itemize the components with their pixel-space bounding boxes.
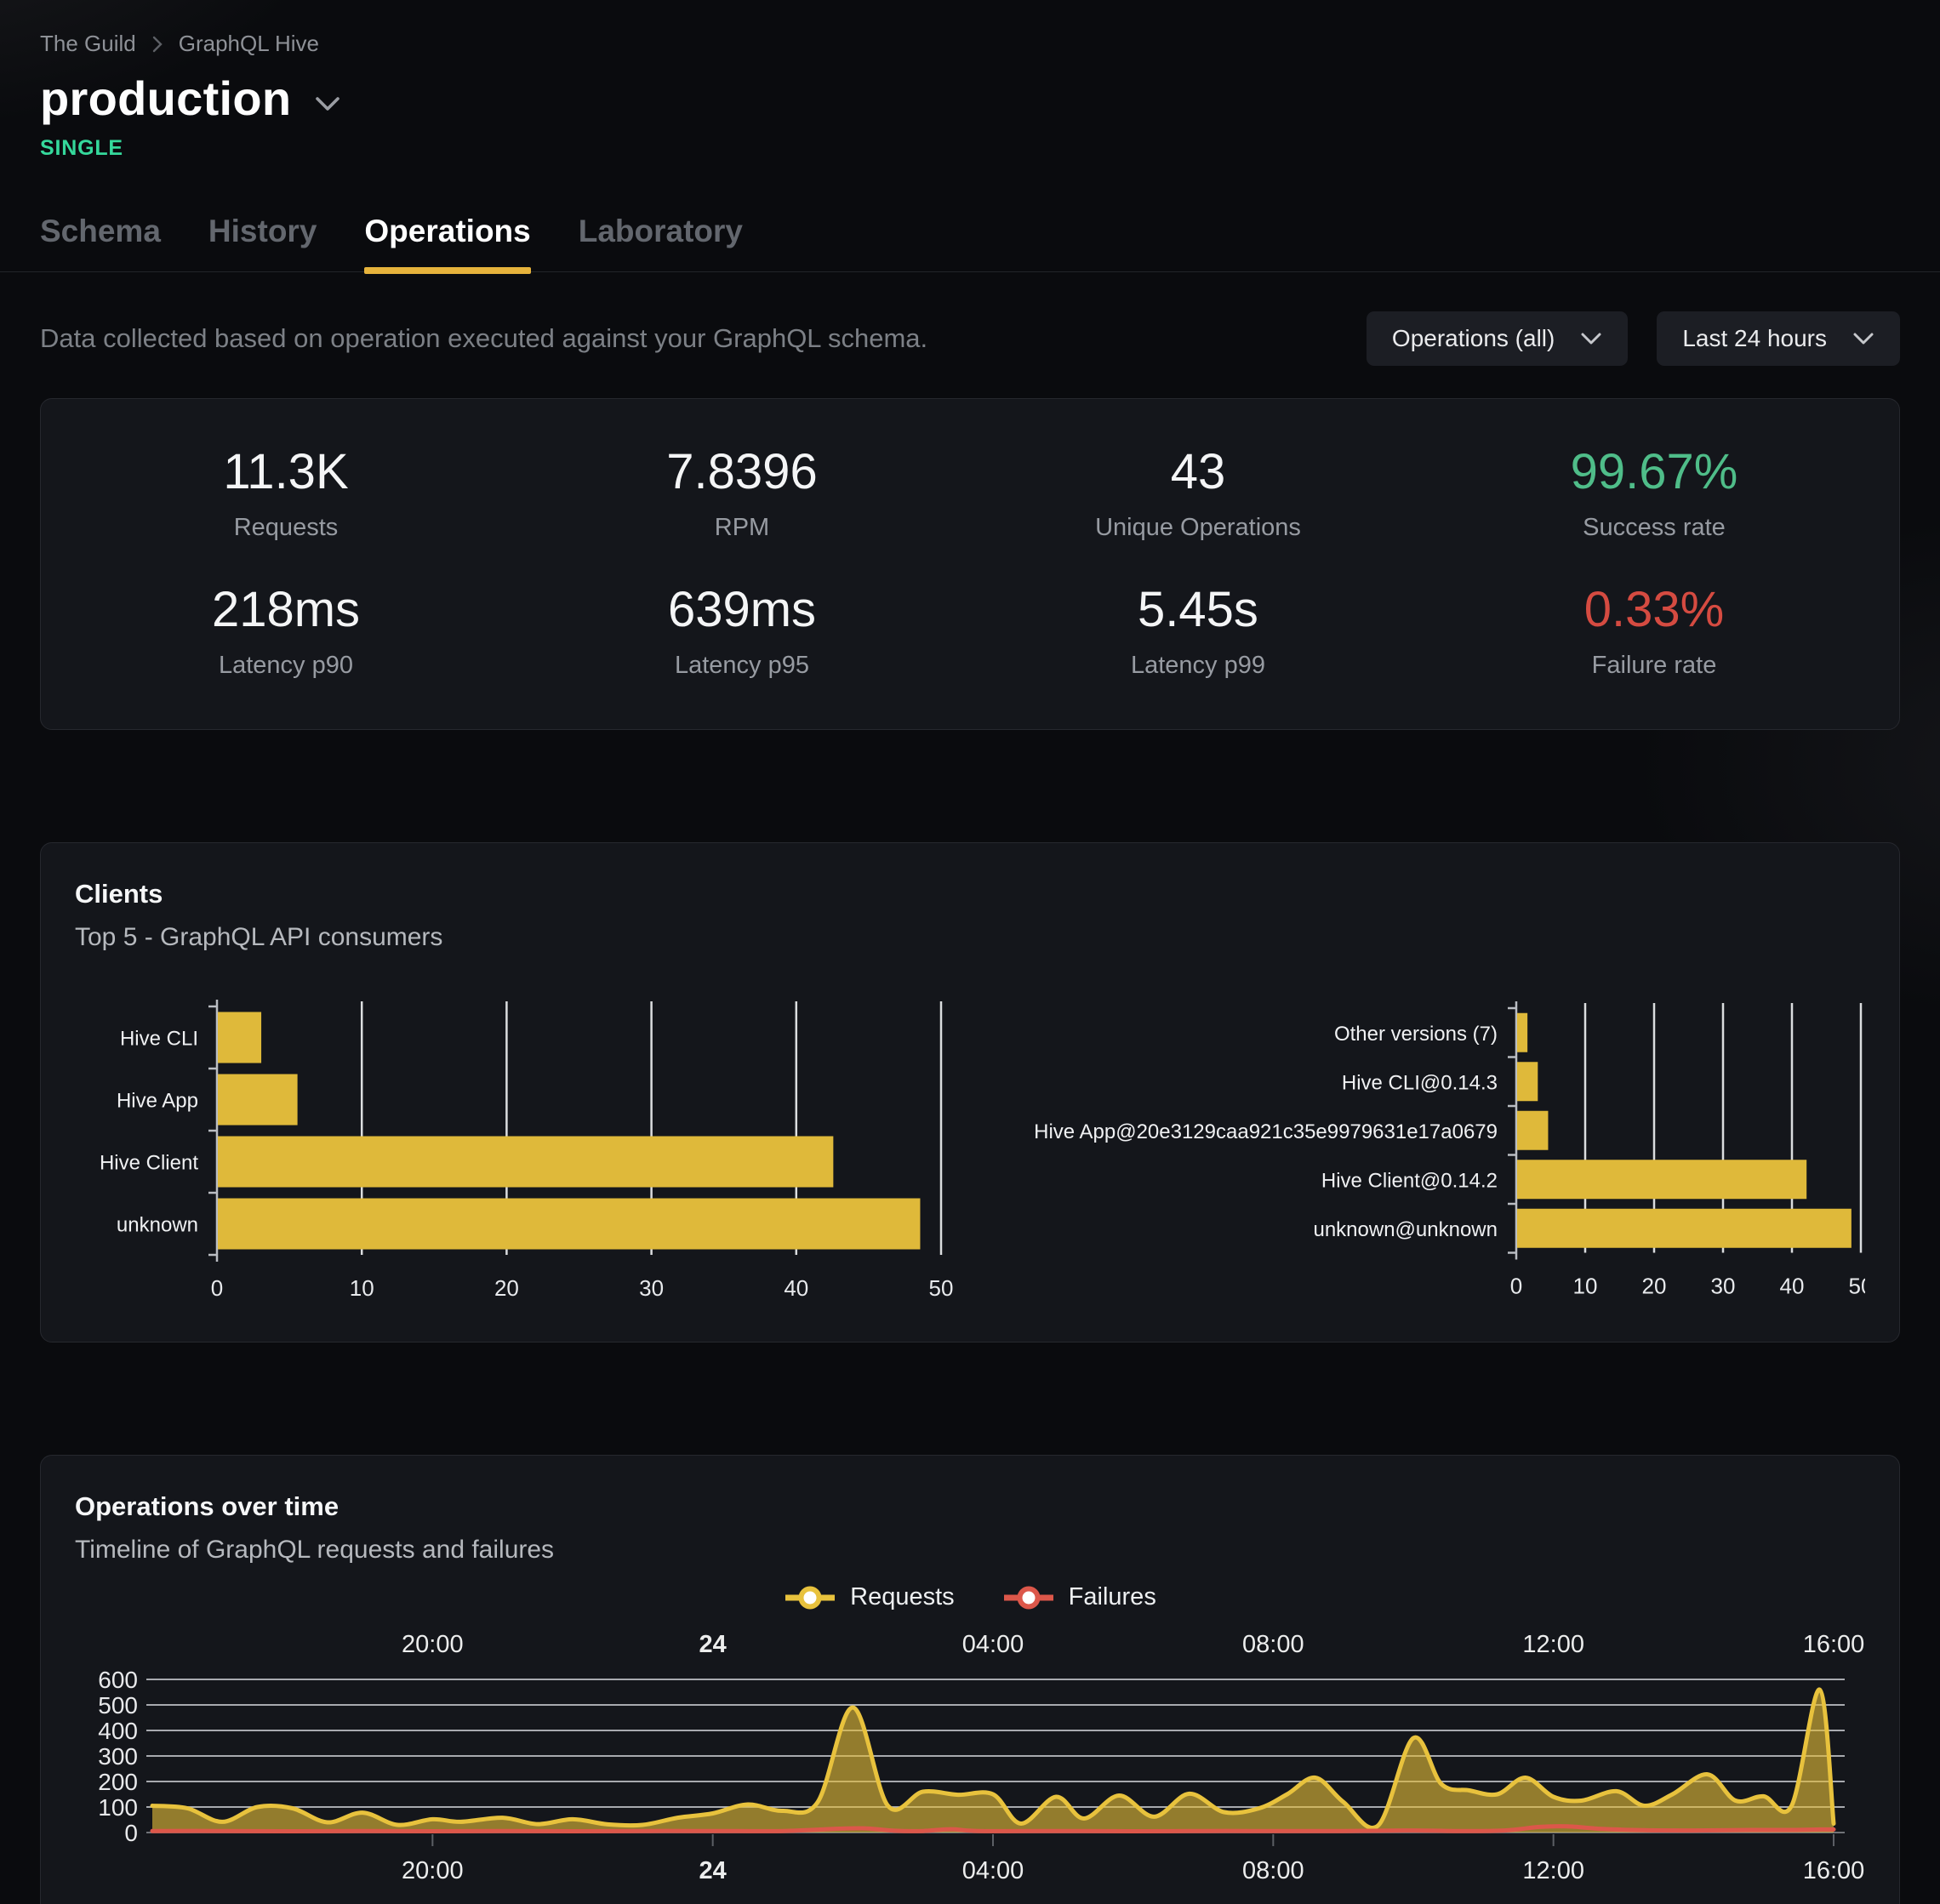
operations-timeline-chart: 0 100 200 300 400 500 600 20:00 20:00 24 24 04:00 04… [65,1627,1875,1901]
stats-summary-card: 11.3K Requests 7.8396 RPM 43 Unique Oper… [40,398,1900,730]
svg-text:40: 40 [1780,1274,1805,1299]
legend-label-failures: Failures [1068,1583,1156,1610]
breadcrumb: The Guild GraphQL Hive [40,31,1900,57]
svg-text:20: 20 [494,1275,519,1301]
operations-filter-label: Operations (all) [1391,325,1555,351]
operations-card-subtitle: Timeline of GraphQL requests and failure… [75,1536,555,1564]
svg-text:08:00: 08:00 [1242,1631,1304,1658]
svg-text:16:00: 16:00 [1803,1857,1865,1884]
page-title: production [40,71,292,125]
tab-schema[interactable]: Schema [40,214,161,248]
svg-text:Hive App@20e3129caa921c35e9979: Hive App@20e3129caa921c35e9979631e17a067… [1034,1120,1498,1143]
svg-text:30: 30 [1711,1274,1736,1299]
clients-by-version-bar-chart: Other versions (7) Hive CLI@0.14.3 Hive Ap… [972,996,1865,1304]
svg-text:Hive Client@0.14.2: Hive Client@0.14.2 [1321,1169,1498,1192]
svg-text:50: 50 [1849,1274,1865,1299]
svg-text:20:00: 20:00 [402,1857,464,1884]
operations-filter-button[interactable]: Operations (all) [1366,311,1629,366]
svg-text:200: 200 [98,1769,138,1795]
svg-text:50: 50 [929,1275,954,1301]
stat-unique-operations: 43 Unique Operations [1095,444,1301,541]
clients-card-subtitle: Top 5 - GraphQL API consumers [75,923,443,951]
target-mode-badge: SINGLE [40,136,123,160]
tab-operations[interactable]: Operations [364,214,532,274]
svg-text:10: 10 [1573,1274,1598,1299]
tab-bar: Schema History Operations Laboratory [0,214,1940,274]
svg-text:30: 30 [639,1275,664,1301]
legend-item-failures[interactable]: Failures [1002,1583,1156,1611]
filters-row: Data collected based on operation execut… [40,311,1900,366]
svg-text:0: 0 [124,1820,138,1846]
operations-over-time-card: Operations over time Timeline of GraphQL… [40,1455,1900,1904]
tab-laboratory[interactable]: Laboratory [578,214,743,248]
svg-text:12:00: 12:00 [1522,1857,1584,1884]
failures-series-marker-icon [1003,1586,1053,1609]
svg-text:16:00: 16:00 [1803,1631,1865,1658]
svg-text:400: 400 [98,1718,138,1744]
svg-text:04:00: 04:00 [962,1631,1024,1658]
chevron-right-icon [151,35,163,54]
svg-text:Hive CLI: Hive CLI [120,1028,198,1051]
svg-text:300: 300 [98,1743,138,1770]
breadcrumb-org-link[interactable]: The Guild [40,31,136,56]
svg-text:0: 0 [1510,1274,1522,1299]
page-header: The Guild GraphQL Hive production SINGLE [0,0,1940,161]
clients-by-name-bar-chart: Hive CLI Hive App Hive Client unknown 0 10 20 3… [75,996,960,1304]
breadcrumb-project-link[interactable]: GraphQL Hive [178,31,319,56]
svg-text:Other versions (7): Other versions (7) [1334,1023,1498,1046]
stat-success-rate: 99.67% Success rate [1570,444,1738,541]
clients-card-title: Clients [75,879,163,909]
stat-latency-p90: 218ms Latency p90 [211,582,361,679]
svg-text:100: 100 [98,1794,138,1821]
svg-text:40: 40 [784,1275,808,1301]
chevron-down-icon [1852,332,1874,346]
legend-label-requests: Requests [850,1583,955,1610]
stat-requests: 11.3K Requests [223,444,349,541]
svg-text:unknown: unknown [117,1214,198,1237]
stat-failure-rate: 0.33% Failure rate [1583,582,1725,679]
target-selector-chevron-down-icon[interactable] [313,83,342,114]
chevron-down-icon [1580,332,1602,346]
svg-text:Hive App: Hive App [117,1090,198,1113]
page-description: Data collected based on operation execut… [40,323,928,353]
svg-text:24: 24 [699,1631,727,1658]
tab-history[interactable]: History [208,214,317,248]
svg-text:20: 20 [1642,1274,1667,1299]
stat-rpm: 7.8396 RPM [666,444,818,541]
stat-latency-p95: 639ms Latency p95 [667,582,817,679]
svg-text:600: 600 [98,1667,138,1693]
svg-text:20:00: 20:00 [402,1631,464,1658]
svg-text:Hive Client: Hive Client [100,1152,198,1175]
svg-text:24: 24 [699,1857,727,1884]
requests-series-marker-icon [785,1586,836,1609]
timeline-legend: Requests Failures [65,1583,1875,1611]
svg-text:Hive CLI@0.14.3: Hive CLI@0.14.3 [1342,1071,1498,1094]
svg-text:500: 500 [98,1692,138,1719]
svg-text:04:00: 04:00 [962,1857,1024,1884]
svg-text:10: 10 [350,1275,374,1301]
svg-text:unknown@unknown: unknown@unknown [1313,1218,1498,1241]
period-filter-button[interactable]: Last 24 hours [1657,311,1900,366]
svg-text:12:00: 12:00 [1522,1631,1584,1658]
operations-card-title: Operations over time [75,1491,340,1521]
legend-item-requests[interactable]: Requests [784,1583,955,1611]
clients-card: Clients Top 5 - GraphQL API consumers Hi… [40,842,1900,1342]
stat-latency-p99: 5.45s Latency p99 [1130,582,1265,679]
svg-text:0: 0 [211,1275,223,1301]
svg-text:08:00: 08:00 [1242,1857,1304,1884]
main-content: Data collected based on operation execut… [0,311,1940,1904]
period-filter-label: Last 24 hours [1682,325,1827,351]
